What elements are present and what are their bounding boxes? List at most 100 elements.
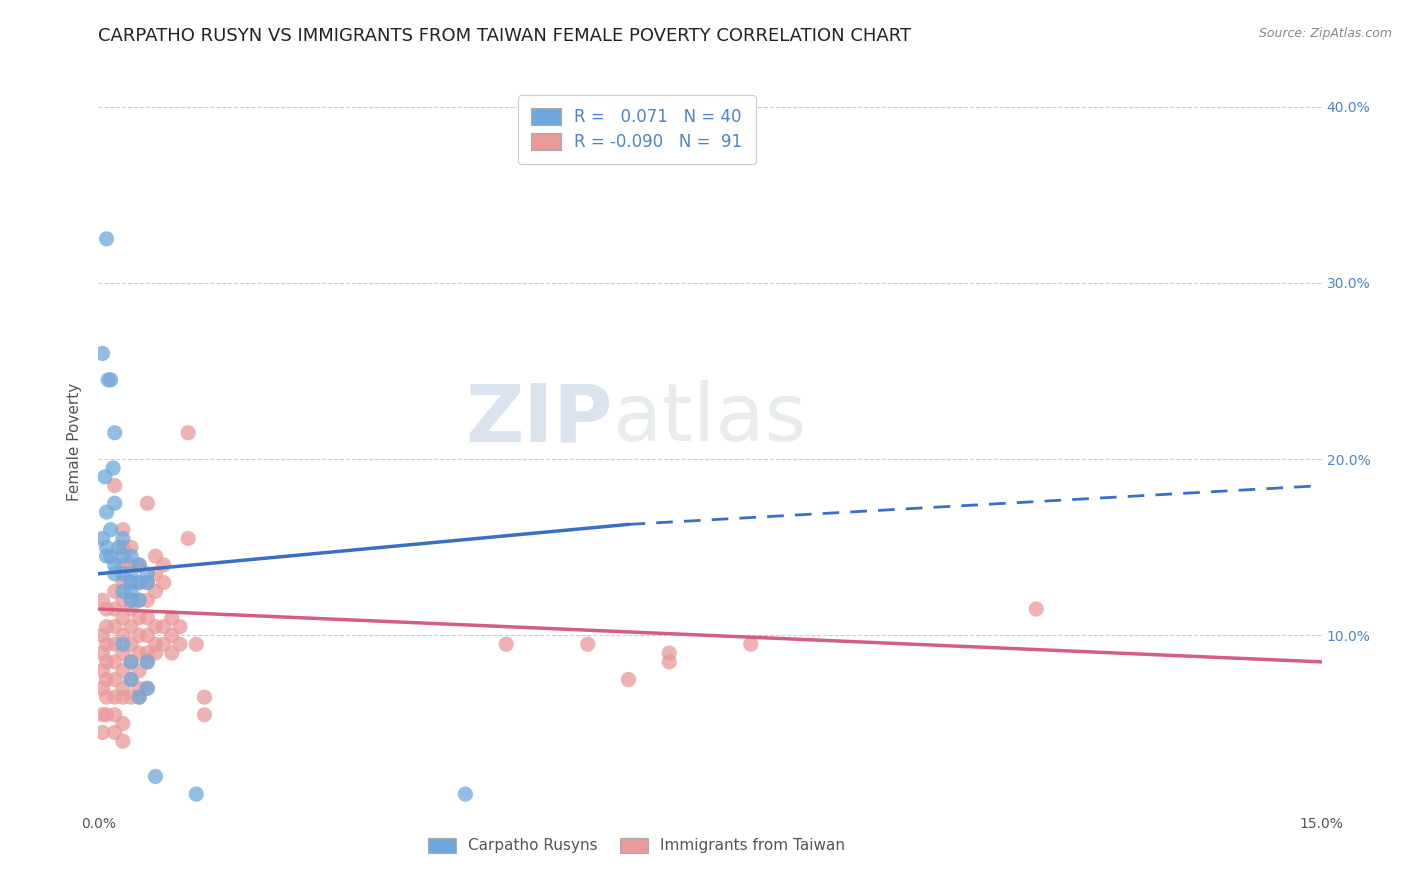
Point (128, 575, 150, 590)
Point (128, 646, 150, 660)
Point (169, 637, 191, 651)
Point (111, 690, 134, 705)
Point (104, 707, 127, 722)
Point (576, 637, 599, 651)
Point (111, 628, 134, 642)
Point (111, 541, 134, 555)
Point (111, 593, 134, 607)
Point (96, 637, 118, 651)
Point (120, 673, 142, 687)
Point (96, 619, 118, 633)
Y-axis label: Female Poverty: Female Poverty (67, 383, 83, 500)
Point (100, 373, 122, 387)
Point (120, 673, 142, 687)
Point (136, 575, 159, 590)
Point (96, 707, 118, 722)
Point (120, 637, 142, 651)
Point (128, 681, 150, 696)
Point (100, 523, 122, 537)
Point (160, 611, 183, 625)
Point (111, 637, 134, 651)
Point (1025, 602, 1047, 616)
Point (91, 646, 114, 660)
Point (136, 575, 159, 590)
Point (120, 655, 142, 669)
Point (91, 664, 114, 678)
Point (160, 646, 183, 660)
Point (111, 532, 134, 546)
Point (152, 575, 174, 590)
Point (111, 566, 134, 581)
Point (495, 637, 517, 651)
Point (104, 619, 127, 633)
Point (111, 734, 134, 748)
Point (91, 593, 114, 607)
Point (128, 690, 150, 705)
Point (120, 619, 142, 633)
Point (104, 584, 127, 599)
Point (96, 541, 118, 555)
Point (96, 505, 118, 519)
Point (145, 769, 167, 783)
Point (186, 787, 208, 801)
Point (111, 681, 134, 696)
Point (120, 566, 142, 581)
Point (111, 549, 134, 563)
Point (136, 496, 159, 510)
Point (136, 566, 159, 581)
Point (104, 637, 127, 651)
Point (101, 461, 124, 475)
Point (104, 425, 127, 440)
Point (111, 611, 134, 625)
Point (193, 707, 215, 722)
Point (96, 673, 118, 687)
Point (128, 628, 150, 642)
Point (120, 593, 142, 607)
Point (104, 566, 127, 581)
Point (120, 549, 142, 563)
Point (186, 637, 208, 651)
Point (120, 593, 142, 607)
Point (658, 646, 681, 660)
Point (128, 575, 150, 590)
Point (145, 619, 167, 633)
Point (100, 549, 122, 563)
Point (145, 549, 167, 563)
Point (152, 558, 174, 572)
Point (120, 602, 142, 616)
Point (145, 646, 167, 660)
Point (193, 690, 215, 705)
Point (120, 584, 142, 599)
Point (91, 346, 114, 360)
Point (136, 628, 159, 642)
Point (128, 558, 150, 572)
Point (120, 655, 142, 669)
Legend: Carpatho Rusyns, Immigrants from Taiwan: Carpatho Rusyns, Immigrants from Taiwan (422, 831, 851, 860)
Text: ZIP: ZIP (465, 380, 612, 458)
Point (617, 673, 640, 687)
Point (111, 558, 134, 572)
Point (120, 541, 142, 555)
Point (120, 690, 142, 705)
Point (91, 725, 114, 739)
Point (111, 646, 134, 660)
Point (111, 523, 134, 537)
Point (94, 470, 117, 484)
Point (104, 655, 127, 669)
Point (136, 593, 159, 607)
Text: Source: ZipAtlas.com: Source: ZipAtlas.com (1258, 27, 1392, 40)
Text: CARPATHO RUSYN VS IMMIGRANTS FROM TAIWAN FEMALE POVERTY CORRELATION CHART: CARPATHO RUSYN VS IMMIGRANTS FROM TAIWAN… (98, 27, 911, 45)
Point (152, 637, 174, 651)
Point (104, 725, 127, 739)
Point (97, 373, 120, 387)
Point (128, 690, 150, 705)
Point (91, 532, 114, 546)
Point (145, 584, 167, 599)
Point (111, 584, 134, 599)
Point (91, 681, 114, 696)
Point (96, 690, 118, 705)
Point (152, 619, 174, 633)
Point (111, 575, 134, 590)
Point (177, 532, 200, 546)
Point (145, 566, 167, 581)
